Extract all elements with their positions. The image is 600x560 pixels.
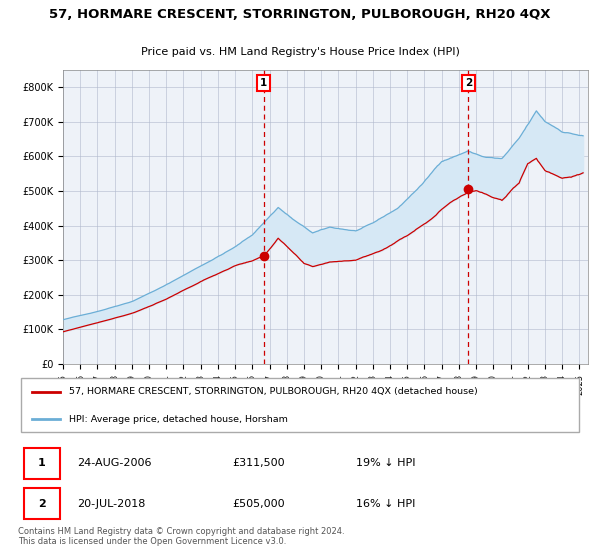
Text: 57, HORMARE CRESCENT, STORRINGTON, PULBOROUGH, RH20 4QX (detached house): 57, HORMARE CRESCENT, STORRINGTON, PULBO… <box>69 387 478 396</box>
Text: £505,000: £505,000 <box>232 499 285 508</box>
Text: 19% ↓ HPI: 19% ↓ HPI <box>356 458 416 468</box>
FancyBboxPatch shape <box>23 448 60 479</box>
Text: Contains HM Land Registry data © Crown copyright and database right 2024.
This d: Contains HM Land Registry data © Crown c… <box>18 526 344 546</box>
Text: 16% ↓ HPI: 16% ↓ HPI <box>356 499 416 508</box>
Text: £311,500: £311,500 <box>232 458 285 468</box>
Text: 20-JUL-2018: 20-JUL-2018 <box>77 499 146 508</box>
Text: 2: 2 <box>38 499 46 508</box>
Text: 1: 1 <box>260 78 267 88</box>
Text: HPI: Average price, detached house, Horsham: HPI: Average price, detached house, Hors… <box>69 415 287 424</box>
FancyBboxPatch shape <box>21 377 579 432</box>
Text: 2: 2 <box>465 78 472 88</box>
FancyBboxPatch shape <box>23 488 60 519</box>
Text: Price paid vs. HM Land Registry's House Price Index (HPI): Price paid vs. HM Land Registry's House … <box>140 48 460 58</box>
Text: 24-AUG-2006: 24-AUG-2006 <box>77 458 152 468</box>
Text: 1: 1 <box>38 458 46 468</box>
Text: 57, HORMARE CRESCENT, STORRINGTON, PULBOROUGH, RH20 4QX: 57, HORMARE CRESCENT, STORRINGTON, PULBO… <box>49 8 551 21</box>
